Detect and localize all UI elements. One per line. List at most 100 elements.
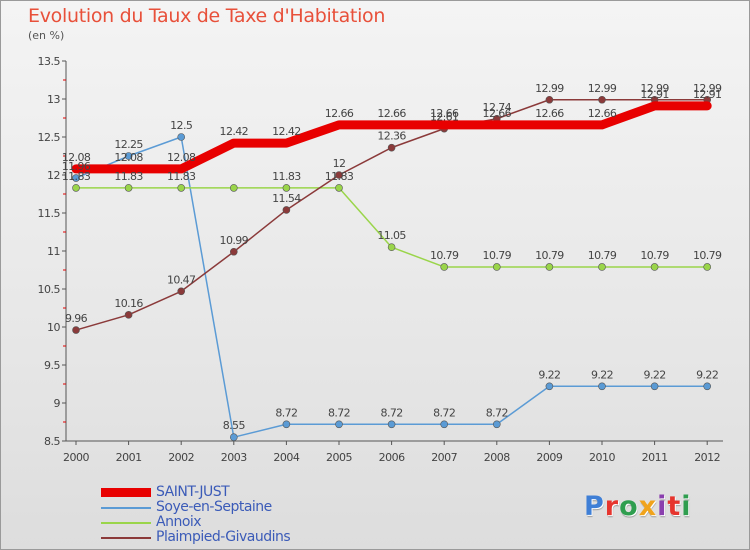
x-tick-label: 2012 [694, 451, 720, 464]
legend-item-plaimpied-givaudins: Plaimpied-Givaudins [101, 529, 291, 545]
legend-item-annoix: Annoix [101, 515, 290, 530]
y-tick-label: 12.5 [38, 131, 61, 144]
data-label-annoix: 10.79 [693, 249, 722, 262]
x-tick-label: 2009 [536, 451, 562, 464]
legend-item-saint-just: SAINT-JUST [101, 485, 290, 500]
data-label-plaimpied-givaudins: 12 [333, 157, 346, 170]
data-label-plaimpied-givaudins: 12.99 [640, 82, 669, 95]
data-label-annoix: 11.83 [62, 170, 91, 183]
y-tick-label: 11 [47, 245, 60, 258]
data-point-soye-en-septaine [492, 420, 501, 429]
legend-swatch [101, 506, 151, 509]
data-label-soye-en-septaine: 9.22 [644, 368, 666, 381]
data-point-plaimpied-givaudins [177, 287, 185, 296]
x-tick-label: 2004 [273, 451, 299, 464]
x-tick-label: 2010 [589, 451, 615, 464]
data-label-saint-just: 12.42 [272, 125, 301, 138]
chart-unit: (en %) [28, 29, 65, 42]
data-point-annoix [177, 184, 185, 192]
data-label-saint-just: 12.91 [640, 88, 669, 101]
data-label-plaimpied-givaudins: 12.36 [377, 130, 406, 143]
data-point-plaimpied-givaudins [545, 95, 554, 104]
data-label-soye-en-septaine: 8.72 [433, 406, 455, 419]
data-label-annoix: 11.83 [272, 170, 301, 183]
data-point-annoix [72, 184, 80, 192]
data-point-soye-en-septaine [440, 420, 449, 429]
data-point-soye-en-septaine [703, 382, 712, 391]
data-label-plaimpied-givaudins: 10.99 [220, 234, 249, 247]
proxiti-logo: Proxiti [584, 491, 692, 522]
data-label-saint-just: 12.66 [483, 107, 512, 120]
data-label-annoix: 11.83 [325, 170, 354, 183]
x-tick-label: 2005 [326, 451, 352, 464]
data-point-annoix [703, 263, 712, 271]
data-point-soye-en-septaine [282, 420, 291, 429]
x-tick-label: 2011 [642, 451, 668, 464]
data-point-annoix [387, 243, 396, 251]
y-tick-label: 10 [47, 321, 60, 334]
data-label-soye-en-septaine: 8.72 [328, 406, 350, 419]
data-label-annoix: 10.79 [483, 249, 512, 262]
data-point-soye-en-septaine [335, 420, 343, 429]
legend: SAINT-JUST Soye-en-Septaine Annoix Plaimpie… [101, 485, 291, 545]
data-label-saint-just: 12.66 [325, 107, 354, 120]
logo-letter: o [619, 491, 639, 522]
data-point-plaimpied-givaudins [230, 247, 238, 256]
logo-letter: i [657, 491, 668, 522]
legend-swatch [101, 488, 151, 497]
y-tick-label: 12 [47, 169, 60, 182]
series-line-saint-just [71, 101, 712, 174]
data-point-soye-en-septaine [177, 133, 185, 141]
legend-label: SAINT-JUST [156, 484, 230, 500]
legend-label: Soye-en-Septaine [156, 499, 272, 515]
x-tick-label: 2001 [116, 451, 142, 464]
data-label-saint-just: 12.08 [167, 151, 196, 164]
data-label-saint-just: 12.66 [535, 107, 564, 120]
data-point-annoix [230, 184, 238, 192]
y-tick-label: 9.5 [44, 359, 60, 372]
legend-swatch [101, 521, 151, 524]
data-label-soye-en-septaine: 12.5 [170, 119, 193, 132]
x-tick-label: 2003 [221, 451, 247, 464]
data-point-soye-en-septaine [387, 420, 396, 429]
x-tick-label: 2008 [484, 451, 510, 464]
data-label-saint-just: 12.08 [114, 151, 143, 164]
data-label-plaimpied-givaudins: 10.47 [167, 273, 196, 286]
data-label-soye-en-septaine: 9.22 [591, 368, 613, 381]
data-label-soye-en-septaine: 9.22 [538, 368, 560, 381]
data-label-annoix: 11.05 [377, 229, 406, 242]
x-tick-label: 2000 [63, 451, 89, 464]
data-label-annoix: 10.79 [535, 249, 564, 262]
data-label-annoix: 10.79 [640, 249, 669, 262]
data-label-saint-just: 12.42 [220, 125, 249, 138]
data-point-soye-en-septaine [545, 382, 554, 391]
legend-item-soye-en-septaine: Soye-en-Septaine [101, 500, 290, 515]
data-label-annoix: 11.83 [167, 170, 196, 183]
logo-letter: t [667, 491, 682, 522]
data-label-plaimpied-givaudins: 9.96 [65, 312, 88, 325]
data-label-soye-en-septaine: 8.55 [223, 419, 246, 432]
data-point-annoix [545, 263, 554, 271]
data-point-soye-en-septaine [72, 174, 80, 182]
data-label-plaimpied-givaudins: 12.99 [693, 82, 722, 95]
data-point-annoix [124, 184, 133, 192]
y-tick-label: 13 [47, 93, 60, 106]
data-point-annoix [440, 263, 449, 271]
data-label-soye-en-septaine: 9.22 [696, 368, 718, 381]
x-tick-label: 2002 [168, 451, 194, 464]
logo-letter: i [681, 491, 692, 522]
data-label-soye-en-septaine: 8.72 [381, 406, 403, 419]
data-label-saint-just: 12.91 [693, 88, 722, 101]
y-tick-label: 9 [54, 397, 61, 410]
data-label-saint-just: 12.66 [588, 107, 617, 120]
logo-letter: x [638, 491, 658, 522]
data-point-plaimpied-givaudins [335, 171, 343, 179]
legend-label: Plaimpied-Givaudins [156, 529, 291, 545]
logo-letter: r [604, 491, 620, 522]
data-label-soye-en-septaine: 12.25 [114, 138, 143, 151]
data-point-annoix [335, 184, 343, 192]
legend-swatch [101, 536, 151, 539]
data-point-soye-en-septaine [124, 152, 133, 160]
